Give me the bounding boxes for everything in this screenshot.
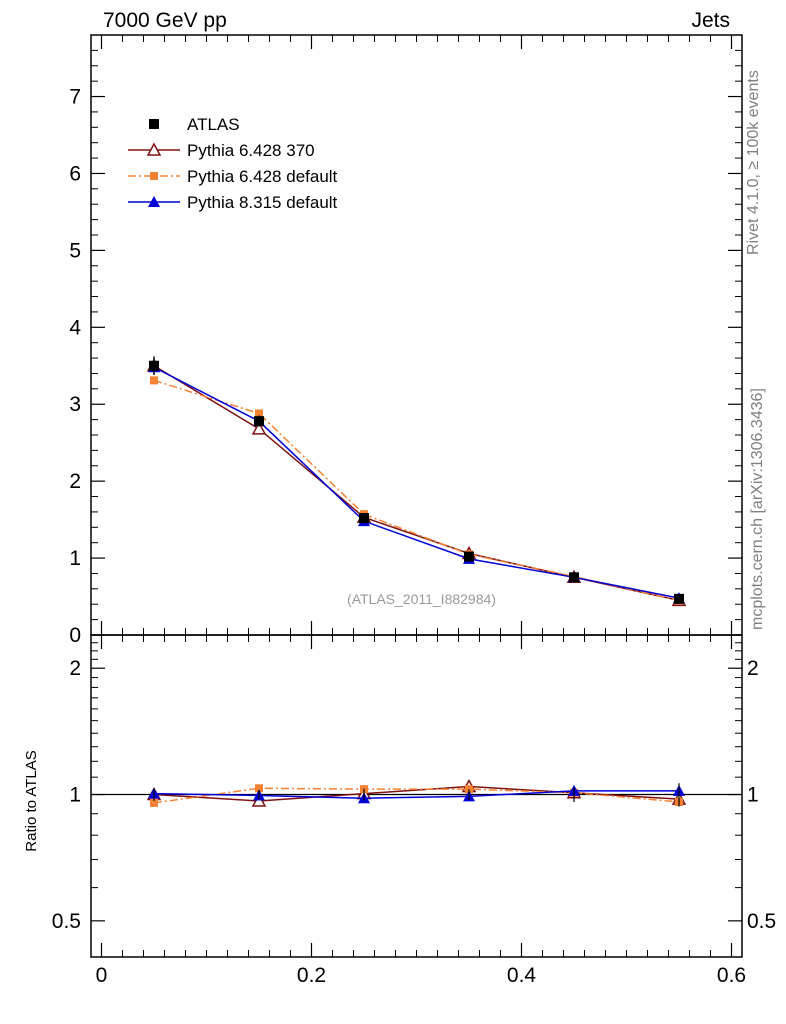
main-series-pythia-8-315-default (148, 361, 685, 604)
ratio-y-tick-label-right: 0.5 (747, 910, 776, 933)
main-point-atlas (674, 593, 684, 604)
main-line-pythia-6-428-370 (153, 365, 680, 602)
ratio-y-tick-label-left: 2 (69, 657, 81, 680)
legend-label: ATLAS (187, 115, 240, 134)
legend-marker (146, 142, 162, 156)
ratio-line-pythia-8-315-default (153, 790, 679, 799)
main-point-atlas (254, 416, 264, 427)
main-line-pythia-6-428-default (153, 379, 680, 602)
main-point-atlas (569, 572, 579, 583)
legend-entry: Pythia 8.315 default (128, 193, 338, 212)
ratio-point-pythia-6-428-default (150, 798, 158, 807)
legend-marker (149, 119, 159, 129)
legend-marker (148, 196, 160, 207)
main-point-pythia-6-428-370 (251, 421, 267, 435)
main-y-tick-label: 5 (69, 239, 81, 262)
x-tick-label: 0 (96, 964, 108, 987)
main-y-tick-label: 4 (69, 316, 81, 339)
ratio-point-pythia-6-428-370 (251, 793, 267, 807)
main-y-tick-label: 2 (69, 470, 81, 493)
main-y-tick-label: 7 (69, 86, 81, 109)
main-line-pythia-8-315-default (153, 366, 680, 599)
main-y-tick-label: 3 (69, 393, 81, 416)
main-point-pythia-6-428-default (150, 376, 158, 385)
x-tick-label: 0.4 (507, 964, 537, 987)
analysis-label: (ATLAS_2011_I882984) (347, 591, 496, 607)
ratio-y-tick-label-left: 1 (69, 784, 81, 807)
ratio-point-pythia-6-428-default (465, 785, 473, 794)
main-y-tick-label: 0 (69, 624, 81, 647)
x-tick-label: 0.6 (717, 964, 746, 987)
ratio-y-tick-label-left: 0.5 (52, 910, 81, 933)
header-left: 7000 GeV pp (103, 9, 227, 32)
main-y-tick-label: 6 (69, 162, 81, 185)
legend-entry: Pythia 6.428 default (128, 167, 338, 186)
main-series-atlas (149, 356, 684, 604)
main-series-pythia-6-428-370 (146, 358, 687, 607)
legend-label: Pythia 8.315 default (187, 193, 338, 212)
ratio-line-pythia-6-428-default (153, 787, 680, 804)
x-tick-label: 0.2 (297, 964, 326, 987)
header-right: Jets (691, 9, 730, 32)
main-y-tick-label: 1 (69, 547, 81, 570)
ratio-y-tick-label-right: 1 (747, 784, 759, 807)
main-point-atlas (464, 551, 474, 562)
legend-label: Pythia 6.428 default (187, 167, 338, 186)
main-point-pythia-6-428-default (255, 409, 263, 418)
main-point-atlas (359, 513, 369, 524)
legend-entry: ATLAS (149, 115, 240, 134)
legend-entry: Pythia 6.428 370 (128, 141, 315, 160)
ratio-y-axis-label: Ratio to ATLAS (23, 750, 40, 851)
legend-marker (150, 172, 158, 180)
ratio-point-pythia-6-428-default (255, 784, 263, 793)
ratio-y-tick-label-right: 2 (747, 657, 759, 680)
main-point-atlas (149, 360, 159, 371)
legend-label: Pythia 6.428 370 (187, 141, 315, 160)
